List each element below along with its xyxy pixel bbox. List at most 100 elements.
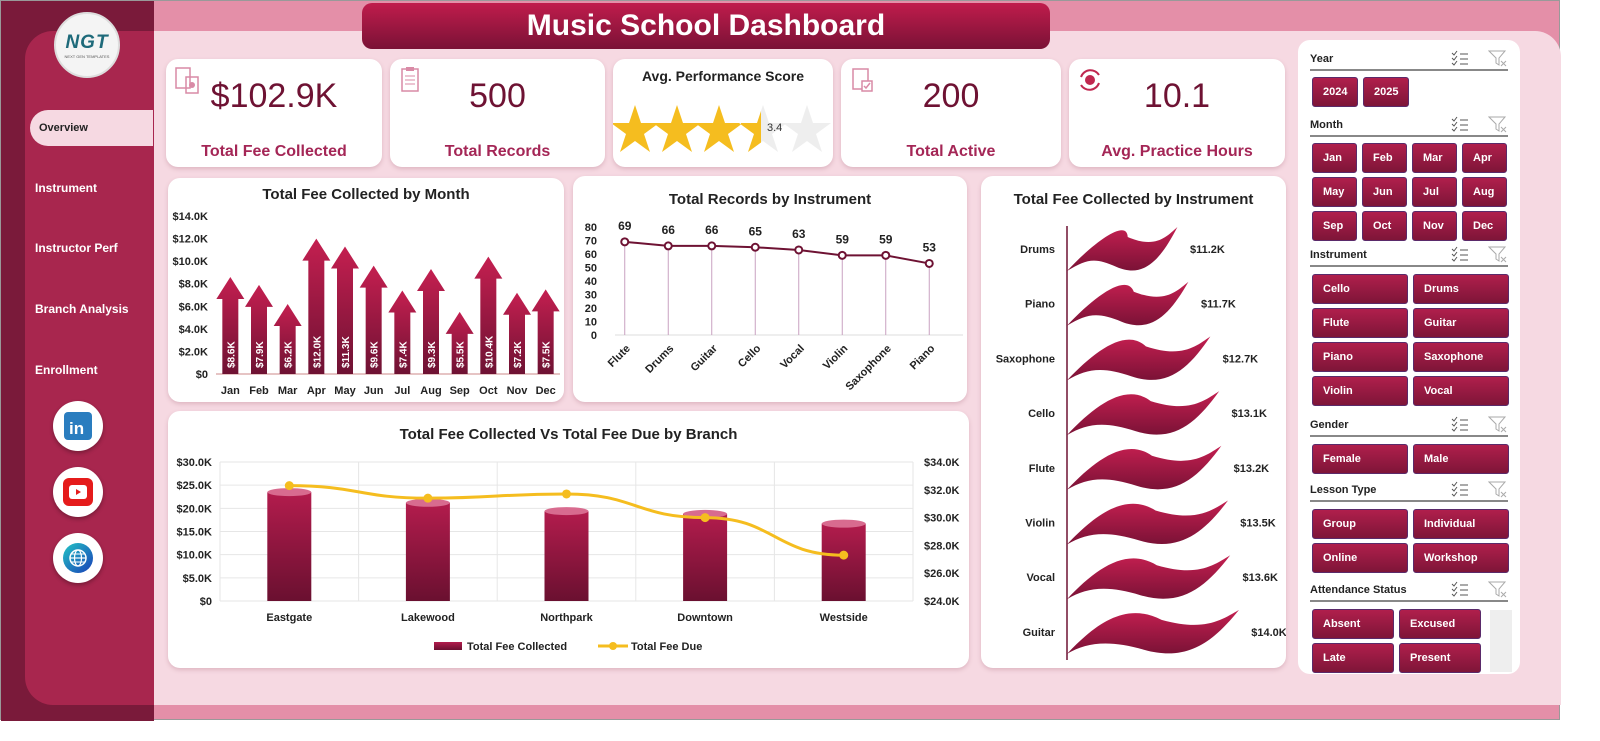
slicer-scrollbar[interactable] [1490, 610, 1512, 672]
svg-text:$5.0K: $5.0K [183, 573, 212, 585]
svg-text:Vocal: Vocal [1026, 572, 1055, 584]
svg-text:Vocal: Vocal [778, 343, 807, 372]
slicer-button-saxophone[interactable]: Saxophone [1413, 342, 1509, 372]
star-icon [695, 105, 743, 152]
svg-text:$7.5K: $7.5K [542, 341, 553, 368]
svg-text:65: 65 [749, 224, 763, 238]
slicer-title: Month [1310, 119, 1343, 131]
slicer-button-feb[interactable]: Feb [1362, 143, 1407, 173]
slicer-button-nov[interactable]: Nov [1412, 211, 1457, 241]
slicer-button-jan[interactable]: Jan [1312, 143, 1357, 173]
multi-select-icon[interactable] [1450, 49, 1470, 67]
slicer-button-oct[interactable]: Oct [1362, 211, 1407, 241]
youtube-button[interactable] [53, 467, 103, 517]
kpi-label: Total Active [906, 143, 996, 160]
nav-item-instrument[interactable]: Instrument [35, 181, 98, 195]
clear-filter-icon[interactable] [1488, 580, 1508, 598]
slicer-button-2025[interactable]: 2025 [1363, 77, 1409, 107]
website-button[interactable] [53, 533, 103, 583]
svg-text:50: 50 [585, 263, 597, 275]
kpi-card-total-records: 500 Total Records [390, 59, 605, 167]
slicer-title: Attendance Status [1310, 584, 1407, 596]
nav-item-instructor-perf[interactable]: Instructor Perf [35, 241, 118, 255]
kpi-value: 10.1 [1143, 77, 1211, 115]
nav-item-branch-analysis[interactable]: Branch Analysis [35, 302, 129, 316]
chart-fee-by-branch: Total Fee Collected Vs Total Fee Due by … [168, 411, 969, 668]
slicer-button-flute[interactable]: Flute [1312, 308, 1408, 338]
slicer-button-jul[interactable]: Jul [1412, 177, 1457, 207]
svg-text:$14.0K: $14.0K [1251, 627, 1286, 639]
slicer-button-drums[interactable]: Drums [1413, 274, 1509, 304]
slicer-button-violin[interactable]: Violin [1312, 376, 1408, 406]
kpi-label: Avg. Practice Hours [1101, 143, 1253, 160]
multi-select-icon[interactable] [1450, 115, 1470, 133]
slicer-header-month: Month [1310, 115, 1508, 137]
clear-filter-icon[interactable] [1488, 115, 1508, 133]
svg-text:$15.0K: $15.0K [177, 527, 213, 539]
slicer-button-female[interactable]: Female [1312, 444, 1408, 474]
kpi-label: Total Records [444, 143, 551, 160]
flag-bar [1067, 609, 1239, 654]
slicer-button-excused[interactable]: Excused [1399, 609, 1481, 639]
slicer-button-piano[interactable]: Piano [1312, 342, 1408, 372]
slicer-title: Lesson Type [1310, 484, 1377, 496]
multi-select-icon[interactable] [1450, 245, 1470, 263]
svg-text:Dec: Dec [536, 385, 556, 397]
flag-bar [1067, 336, 1211, 381]
svg-text:$7.2K: $7.2K [513, 341, 524, 368]
svg-text:Violin: Violin [1025, 518, 1055, 530]
slicer-button-vocal[interactable]: Vocal [1413, 376, 1509, 406]
slicer-button-sep[interactable]: Sep [1312, 211, 1357, 241]
clear-filter-icon[interactable] [1488, 49, 1508, 67]
svg-text:Violin: Violin [821, 342, 851, 372]
kpi-card-performance: Avg. Performance Score 3.4 [613, 59, 833, 167]
slicer-button-group[interactable]: Group [1312, 509, 1408, 539]
chart-title: Total Fee Collected by Month [262, 186, 470, 203]
slicer-button-dec[interactable]: Dec [1462, 211, 1507, 241]
slicer-button-present[interactable]: Present [1399, 643, 1481, 673]
slicer-button-male[interactable]: Male [1413, 444, 1509, 474]
svg-text:Total Fee Collected: Total Fee Collected [467, 641, 567, 653]
multi-select-icon[interactable] [1450, 580, 1470, 598]
svg-text:Cello: Cello [1028, 408, 1055, 420]
bar [544, 511, 589, 601]
svg-text:$13.1K: $13.1K [1231, 408, 1267, 420]
multi-select-icon[interactable] [1450, 415, 1470, 433]
clear-filter-icon[interactable] [1488, 480, 1508, 498]
clear-filter-icon[interactable] [1488, 415, 1508, 433]
chart-title: Total Records by Instrument [668, 191, 872, 208]
linkedin-button[interactable]: in [53, 401, 103, 451]
slicer-button-workshop[interactable]: Workshop [1413, 543, 1509, 573]
svg-text:69: 69 [618, 219, 632, 233]
slicer-button-apr[interactable]: Apr [1462, 143, 1507, 173]
chart-fee-by-instrument: Total Fee Collected by Instrument Drums $… [981, 176, 1286, 668]
svg-text:59: 59 [879, 232, 893, 246]
slicer-header-instrument: Instrument [1310, 245, 1508, 267]
slicer-button-2024[interactable]: 2024 [1312, 77, 1358, 107]
slicer-button-late[interactable]: Late [1312, 643, 1394, 673]
slicer-button-absent[interactable]: Absent [1312, 609, 1394, 639]
refresh-clock-icon [1080, 69, 1100, 91]
multi-select-icon[interactable] [1450, 480, 1470, 498]
slicer-button-mar[interactable]: Mar [1412, 143, 1457, 173]
nav-item-overview[interactable]: Overview [30, 110, 153, 146]
clear-filter-icon[interactable] [1488, 245, 1508, 263]
slicer-button-jun[interactable]: Jun [1362, 177, 1407, 207]
slicer-button-may[interactable]: May [1312, 177, 1357, 207]
svg-text:30: 30 [585, 290, 597, 302]
svg-text:$13.5K: $13.5K [1240, 518, 1276, 530]
svg-text:$25.0K: $25.0K [177, 480, 213, 492]
svg-text:Flute: Flute [1029, 463, 1055, 475]
svg-text:Lakewood: Lakewood [401, 612, 455, 624]
star-icon [653, 105, 701, 152]
svg-text:Oct: Oct [479, 385, 498, 397]
nav-item-enrollment[interactable]: Enrollment [35, 363, 98, 377]
svg-text:Cello: Cello [736, 342, 764, 370]
slicer-button-guitar[interactable]: Guitar [1413, 308, 1509, 338]
star-icon [613, 105, 659, 152]
slicer-button-individual[interactable]: Individual [1413, 509, 1509, 539]
slicer-button-aug[interactable]: Aug [1462, 177, 1507, 207]
bar: $7.9K [245, 284, 273, 374]
slicer-button-online[interactable]: Online [1312, 543, 1408, 573]
slicer-button-cello[interactable]: Cello [1312, 274, 1408, 304]
